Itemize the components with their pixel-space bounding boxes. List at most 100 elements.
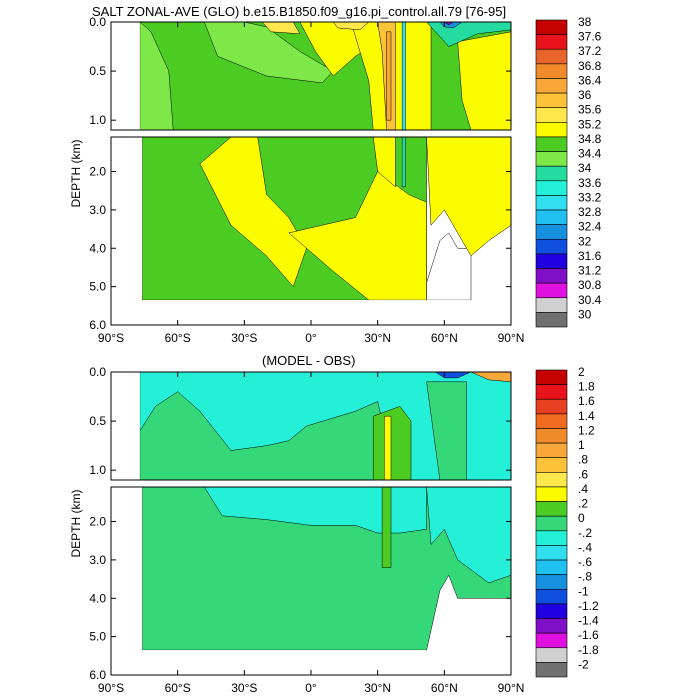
y-tick-label: 6.0: [89, 318, 106, 332]
y-tick-label: 1.0: [89, 113, 106, 127]
colorbar-label: .2: [578, 497, 588, 511]
colorbar-label: 1.4: [578, 409, 595, 423]
lower-antarctic-land: [111, 137, 143, 325]
colorbar-swatch: [535, 472, 568, 488]
colorbar-swatch: [535, 19, 568, 35]
upper-fresh-column: [401, 21, 406, 131]
colorbar-swatch: [535, 457, 568, 473]
upper-antarctic-land: [111, 22, 140, 130]
x-tick-label: 60°S: [165, 331, 191, 345]
colorbar-label: 1: [578, 438, 585, 452]
x-tick-label: 0°: [305, 681, 317, 695]
x-tick-label: 30°N: [364, 681, 391, 695]
colorbar-swatch: [535, 92, 568, 109]
colorbar-swatch: [535, 662, 568, 678]
colorbar-swatch: [535, 180, 568, 196]
colorbar-swatch: [535, 63, 568, 79]
colorbar-label: 34: [578, 161, 592, 175]
colorbar-label: 35.2: [578, 117, 602, 131]
colorbar-label: 32: [578, 234, 592, 248]
y-tick-label: 2.0: [89, 515, 106, 529]
bottom-chart-title: (MODEL - OBS): [262, 353, 356, 368]
colorbar-swatch: [535, 136, 568, 152]
colorbar-label: -1.6: [578, 628, 599, 642]
diff-subtropical-positive: [372, 406, 412, 481]
y-tick-label: 0.5: [89, 414, 106, 428]
colorbar-label: -2: [578, 657, 589, 671]
colorbar-swatch: [535, 268, 568, 284]
colorbar-swatch: [535, 78, 568, 94]
colorbar-label: 36.4: [578, 73, 602, 87]
x-tick-label: 60°S: [165, 681, 191, 695]
colorbar-label: 38: [578, 15, 592, 29]
y-tick-label: 0.0: [89, 365, 106, 379]
colorbar-swatch: [535, 122, 568, 138]
colorbar-swatch: [535, 398, 568, 415]
y-tick-label: 2.0: [89, 165, 106, 179]
x-tick-label: 60°N: [431, 681, 458, 695]
colorbar-label: -1.2: [578, 599, 599, 613]
colorbar-label: 33.6: [578, 176, 602, 190]
y-axis-label: DEPTH (km): [69, 490, 83, 558]
axes-panel-1: DEPTH (km) 0.0 0.5 1.0 2.0 3.0 4.0 5.0 6.090°S 60…: [69, 365, 599, 695]
x-tick-label: 30°N: [364, 331, 391, 345]
colorbar-label: 0: [578, 511, 585, 525]
colorbar-label: 2: [578, 365, 585, 379]
colorbar-label: 32.8: [578, 205, 602, 219]
colorbar-swatch: [535, 603, 568, 619]
colorbar-swatch: [535, 297, 568, 313]
x-tick-label: 90°N: [498, 331, 525, 345]
y-tick-label: 4.0: [89, 241, 106, 255]
colorbar-label: .4: [578, 482, 588, 496]
colorbar-label: -.8: [578, 570, 592, 584]
diff-upper-antarctic-land: [111, 372, 140, 480]
colorbar-swatch: [535, 545, 568, 561]
colorbar-swatch: [535, 253, 568, 269]
colorbar-swatch: [535, 530, 568, 546]
x-tick-label: 60°N: [431, 331, 458, 345]
colorbar-swatch: [535, 632, 568, 649]
colorbar-label: -1.4: [578, 614, 599, 628]
difference-panel: [110, 371, 512, 676]
colorbar-label: 30.8: [578, 278, 602, 292]
y-tick-label: 5.0: [89, 630, 106, 644]
colorbar-label: -1: [578, 584, 589, 598]
x-tick-label: 90°S: [98, 331, 124, 345]
top-chart-title: SALT ZONAL-AVE (GLO) b.e15.B1850.f09_g16…: [92, 4, 507, 19]
y-tick-label: 5.0: [89, 280, 106, 294]
colorbar-swatch: [535, 195, 568, 211]
colorbar-label: 1.2: [578, 423, 595, 437]
colorbar-swatch: [535, 224, 568, 240]
colorbar-label: 32.4: [578, 220, 602, 234]
colorbar-label: 1.8: [578, 380, 595, 394]
upper-med-core: [386, 31, 392, 121]
colorbar-label: 36: [578, 88, 592, 102]
colorbar-swatch: [535, 574, 568, 590]
salinity-panel: [110, 21, 512, 326]
colorbar-label: 34.4: [578, 147, 602, 161]
y-tick-label: 0.0: [89, 15, 106, 29]
y-tick-label: 6.0: [89, 668, 106, 682]
colorbar-label: 35.6: [578, 103, 602, 117]
colorbar-swatch: [535, 559, 568, 575]
lower-fresh-column: [401, 136, 406, 188]
colorbar-swatch: [535, 413, 568, 429]
colorbar-swatch: [535, 107, 568, 123]
colorbar-swatch: [535, 238, 568, 255]
colorbar-label: .6: [578, 467, 588, 481]
upper-fresh-south: [139, 21, 334, 131]
colorbar-label: 36.8: [578, 59, 602, 73]
diff-lower-slightly-fresh: [203, 486, 427, 534]
colorbar-label: 34.8: [578, 132, 602, 146]
y-axis-label: DEPTH (km): [69, 140, 83, 208]
x-tick-label: 90°S: [98, 681, 124, 695]
colorbar-swatch: [535, 48, 568, 65]
colorbar-swatch: [535, 588, 568, 605]
y-tick-label: 3.0: [89, 203, 106, 217]
colorbar-swatch: [535, 151, 568, 167]
lower-south-atlantic-salty: [199, 136, 307, 288]
y-tick-label: 3.0: [89, 553, 106, 567]
colorbar-label: -.6: [578, 555, 592, 569]
colorbar-label: 1.6: [578, 394, 595, 408]
